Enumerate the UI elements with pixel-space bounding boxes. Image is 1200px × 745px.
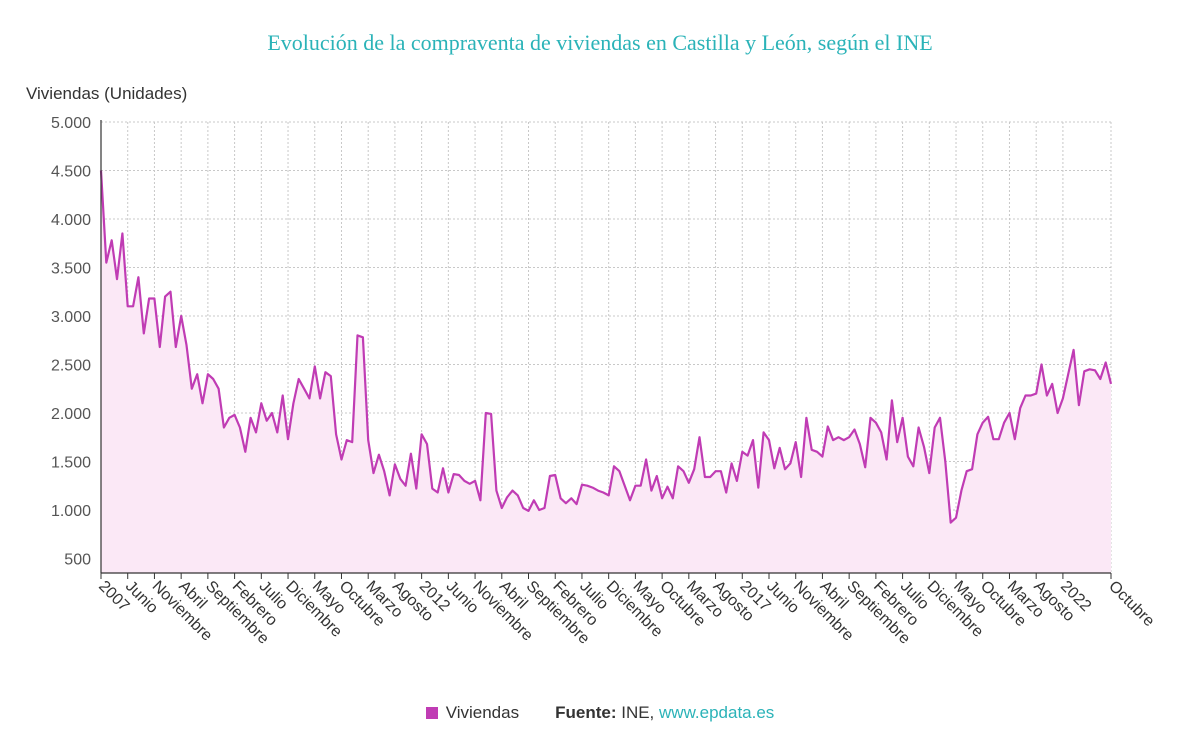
y-tick-label: 1.000 [51, 503, 91, 520]
series-line [99, 170, 1113, 524]
source-label: Fuente: [555, 703, 617, 722]
y-tick-label: 4.500 [51, 163, 91, 180]
y-tick-label: 500 [64, 551, 91, 568]
source-value: INE, [621, 703, 655, 722]
y-tick-label: 3.500 [51, 260, 91, 277]
y-tick-label: 2.500 [51, 357, 91, 374]
y-tick-label: 4.000 [51, 212, 91, 229]
x-tick-label: Octubre [1105, 578, 1157, 630]
y-tick-label: 2.000 [51, 406, 91, 423]
y-tick-label: 3.000 [51, 309, 91, 326]
series-area-fill [101, 170, 1111, 573]
area-layer [99, 170, 1113, 573]
legend-series-label: Viviendas [445, 703, 520, 722]
chart-title: Evolución de la compraventa de viviendas… [267, 30, 933, 55]
source-link[interactable]: www.epdata.es [659, 703, 775, 722]
y-tick-label: 1.500 [51, 454, 91, 471]
y-tick-label: 5.000 [51, 115, 91, 132]
x-tick-label: 2007 [95, 578, 132, 615]
y-axis-label: Viviendas (Unidades) [26, 84, 188, 103]
legend: Viviendas Fuente: INE, www.epdata.es [0, 703, 1200, 723]
legend-swatch [425, 707, 438, 719]
axis-layer [100, 120, 1112, 579]
